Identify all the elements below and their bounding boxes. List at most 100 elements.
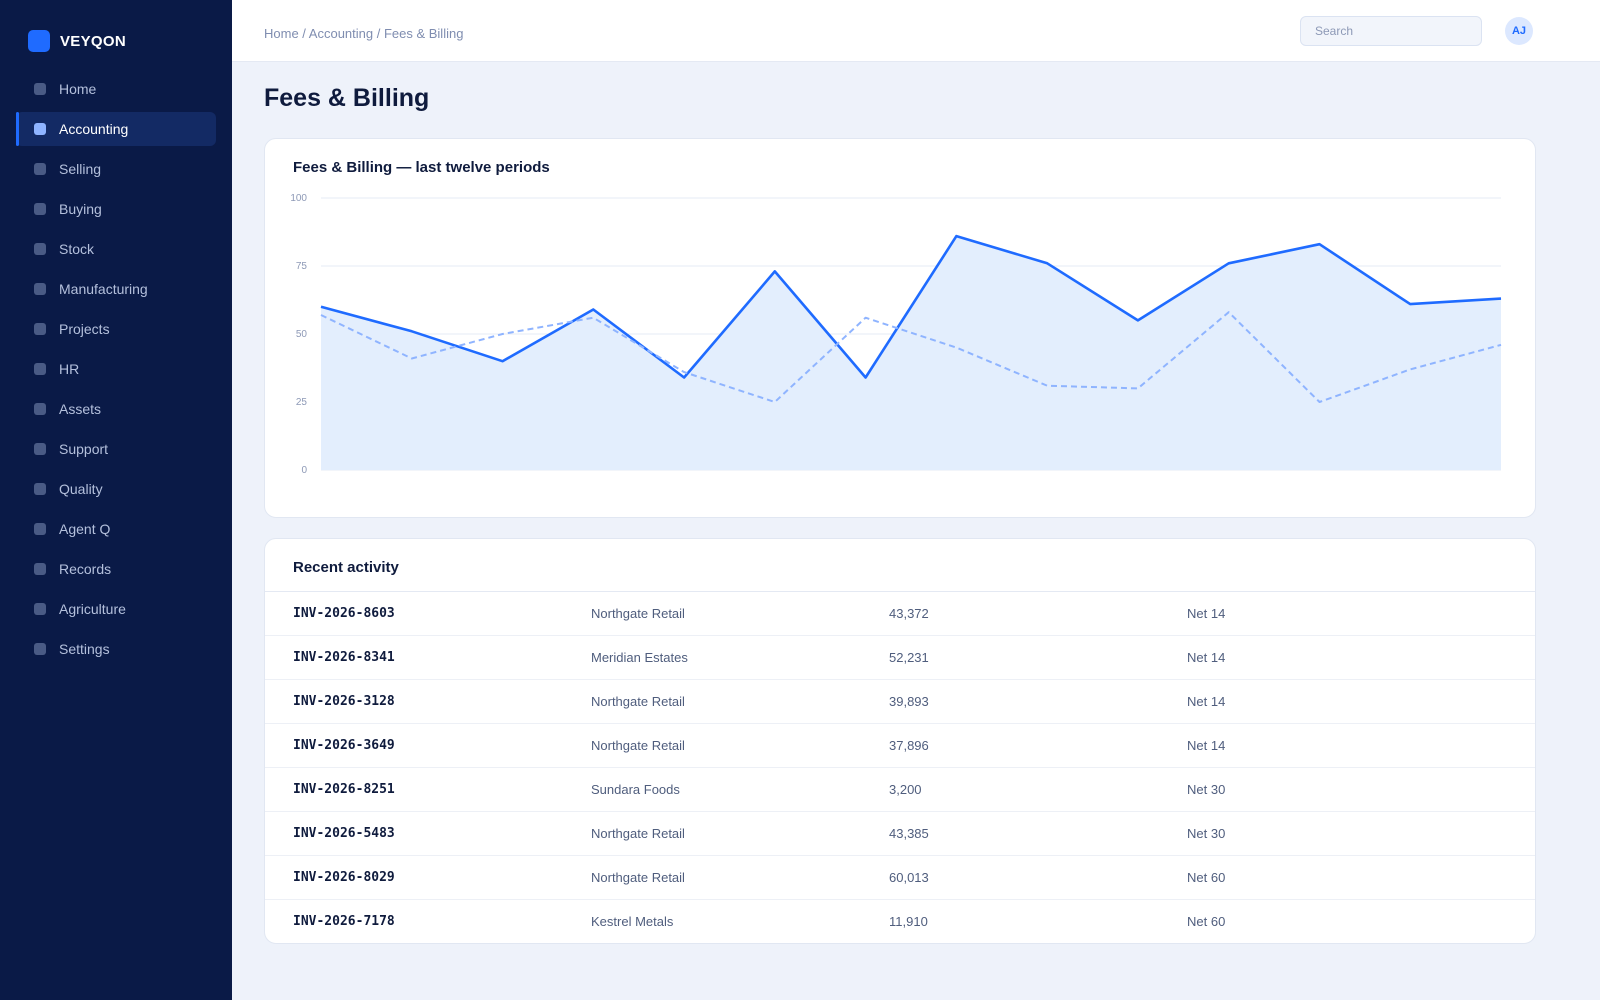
table-row[interactable]: INV-2026-3649 Northgate Retail 37,896 Net 1…	[265, 724, 1535, 768]
sidebar-item-projects[interactable]: Projects	[16, 312, 216, 346]
avatar[interactable]: AJ	[1505, 17, 1533, 45]
customer-name: Northgate Retail	[591, 870, 685, 885]
table-row[interactable]: INV-2026-8341 Meridian Estates 52,231 Net 1…	[265, 636, 1535, 680]
payment-terms: Net 60	[1187, 914, 1226, 929]
customer-name: Northgate Retail	[591, 826, 685, 841]
nav-square-icon	[34, 123, 46, 135]
table-row[interactable]: INV-2026-8251 Sundara Foods 3,200 Net 30	[265, 768, 1535, 812]
sidebar-item-settings[interactable]: Settings	[16, 632, 216, 666]
sidebar-item-label: Buying	[59, 201, 102, 217]
payment-terms: Net 14	[1187, 606, 1226, 621]
activity-title: Recent activity	[293, 559, 399, 576]
nav-square-icon	[34, 323, 46, 335]
sidebar-item-label: Stock	[59, 241, 95, 257]
table-row[interactable]: INV-2026-3128 Northgate Retail 39,893 Net 1…	[265, 680, 1535, 724]
line-chart: 0 25 50 75 100	[290, 193, 1502, 476]
series-line-2	[320, 311, 1502, 403]
invoice-id: INV-2026-8029	[293, 870, 395, 885]
nav-square-icon	[34, 603, 46, 615]
payment-terms: Net 14	[1187, 650, 1226, 665]
brand-logo-icon	[28, 30, 50, 52]
series-line-1	[320, 234, 1502, 379]
chart-title: Fees & Billing — last twelve periods	[293, 159, 550, 176]
table-row[interactable]: INV-2026-8603 Northgate Retail 43,372 Net 1…	[265, 592, 1535, 636]
sidebar-item-label: Accounting	[59, 121, 129, 137]
nav-square-icon	[34, 443, 46, 455]
amount: 11,910	[889, 914, 928, 929]
sidebar-item-label: Manufacturing	[59, 281, 148, 297]
sidebar-item-records[interactable]: Records	[16, 552, 216, 586]
series-area	[321, 236, 1501, 470]
nav-square-icon	[34, 483, 46, 495]
sidebar-item-selling[interactable]: Selling	[16, 152, 216, 186]
customer-name: Northgate Retail	[591, 738, 685, 753]
chart-card: 0 25 50 75 100 Fees & Billing — last twelve …	[264, 138, 1536, 518]
sidebar-item-manufacturing[interactable]: Manufacturing	[16, 272, 216, 306]
sidebar-item-accounting[interactable]: Accounting	[16, 112, 216, 146]
amount: 43,372	[889, 606, 929, 621]
sidebar-item-label: Agent Q	[59, 521, 111, 537]
invoice-id: INV-2026-8603	[293, 606, 395, 621]
amount: 52,231	[889, 650, 929, 665]
sidebar-item-label: Support	[59, 441, 109, 457]
sidebar-item-label: Home	[59, 81, 97, 97]
sidebar-item-agriculture[interactable]: Agriculture	[16, 592, 216, 626]
sidebar: VEYQON Home Accounting Selling Buying Stock M…	[0, 0, 232, 1000]
amount: 60,013	[889, 870, 929, 885]
nav-square-icon	[34, 643, 46, 655]
sidebar-item-label: HR	[59, 361, 80, 377]
sidebar-item-label: Assets	[59, 401, 102, 417]
payment-terms: Net 14	[1187, 738, 1226, 753]
page-title: Fees & Billing	[264, 84, 430, 112]
sidebar-item-label: Projects	[59, 321, 110, 337]
brand-name: VEYQON	[60, 32, 126, 50]
search-input[interactable]	[1300, 16, 1482, 46]
invoice-id: INV-2026-8251	[293, 782, 395, 797]
sidebar-item-label: Quality	[59, 481, 103, 497]
nav-square-icon	[34, 283, 46, 295]
sidebar-item-agent-q[interactable]: Agent Q	[16, 512, 216, 546]
payment-terms: Net 30	[1187, 782, 1226, 797]
table-row[interactable]: INV-2026-7178 Kestrel Metals 11,910 Net 60	[265, 900, 1535, 943]
sidebar-item-stock[interactable]: Stock	[16, 232, 216, 266]
customer-name: Sundara Foods	[591, 782, 680, 797]
table-row[interactable]: INV-2026-8029 Northgate Retail 60,013 Net 6…	[265, 856, 1535, 900]
customer-name: Kestrel Metals	[591, 914, 674, 929]
invoice-id: INV-2026-5483	[293, 826, 395, 841]
invoice-id: INV-2026-8341	[293, 650, 395, 665]
nav-square-icon	[34, 523, 46, 535]
sidebar-item-assets[interactable]: Assets	[16, 392, 216, 426]
amount: 37,896	[889, 738, 929, 753]
nav-square-icon	[34, 163, 46, 175]
sidebar-item-label: Selling	[59, 161, 102, 177]
nav-square-icon	[34, 363, 46, 375]
activity-card: Recent activity INV-2026-8603 Northgate R…	[264, 538, 1536, 944]
sidebar-item-hr[interactable]: HR	[16, 352, 216, 386]
payment-terms: Net 60	[1187, 870, 1226, 885]
breadcrumb[interactable]: Home / Accounting / Fees & Billing	[264, 26, 464, 41]
payment-terms: Net 14	[1187, 694, 1226, 709]
sidebar-nav: Home Accounting Selling Buying Stock Manufact…	[16, 72, 216, 672]
y-tick-label: 0	[301, 465, 307, 476]
invoice-id: INV-2026-7178	[293, 914, 395, 929]
topbar: Home / Accounting / Fees & Billing AJ	[232, 0, 1600, 62]
sidebar-item-buying[interactable]: Buying	[16, 192, 216, 226]
nav-square-icon	[34, 243, 46, 255]
nav-square-icon	[34, 403, 46, 415]
amount: 3,200	[889, 782, 922, 797]
amount: 39,893	[889, 694, 929, 709]
sidebar-item-home[interactable]: Home	[16, 72, 216, 106]
activity-table: INV-2026-8603 Northgate Retail 43,372 Net 1…	[265, 591, 1535, 943]
table-row[interactable]: INV-2026-5483 Northgate Retail 43,385 Net 3…	[265, 812, 1535, 856]
brand[interactable]: VEYQON	[28, 30, 126, 52]
nav-square-icon	[34, 83, 46, 95]
y-tick-label: 75	[296, 261, 308, 272]
sidebar-item-label: Agriculture	[59, 601, 126, 617]
invoice-id: INV-2026-3128	[293, 694, 395, 709]
sidebar-item-support[interactable]: Support	[16, 432, 216, 466]
sidebar-item-quality[interactable]: Quality	[16, 472, 216, 506]
y-tick-label: 25	[296, 397, 308, 408]
y-tick-label: 50	[296, 329, 308, 340]
sidebar-item-label: Records	[59, 561, 112, 577]
nav-square-icon	[34, 203, 46, 215]
